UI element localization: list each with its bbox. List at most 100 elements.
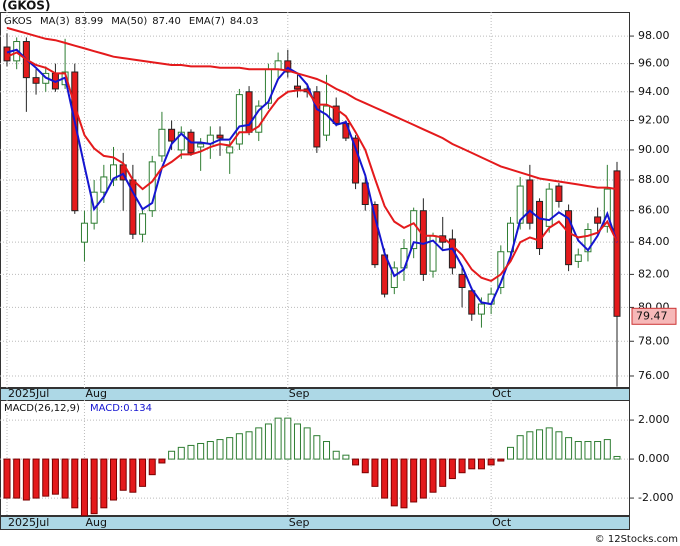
bar (381, 458, 389, 499)
bar (187, 444, 195, 460)
candle-body (148, 161, 156, 212)
bar (574, 441, 582, 460)
candle-body (158, 128, 166, 157)
candle-body (574, 254, 582, 262)
bar (545, 427, 553, 460)
line (6, 26, 618, 191)
price-tag-label: 79.47 (636, 309, 668, 322)
legend-ticker: GKOS (4, 16, 32, 27)
macd-panel-frame (0, 400, 630, 516)
footer: © 12Stocks.com (595, 534, 678, 545)
candle-body (555, 185, 563, 202)
candle-body (584, 228, 592, 253)
line (6, 51, 618, 283)
price-panel-frame (0, 12, 630, 388)
bar (13, 458, 21, 499)
candle-body (323, 105, 331, 136)
bar (584, 441, 592, 460)
bar (594, 441, 602, 460)
bar (439, 458, 447, 487)
bar (526, 431, 534, 460)
bar (555, 431, 563, 460)
bar (32, 458, 40, 499)
candle-body (565, 210, 573, 266)
candle-body (293, 85, 301, 90)
bar (603, 439, 611, 460)
bar (158, 458, 166, 464)
bar (177, 446, 185, 460)
candle-body (390, 267, 398, 288)
bar (226, 437, 234, 460)
legend-value: 84.03 (230, 16, 259, 27)
y-tick-label: 2.000 (638, 413, 670, 426)
candle-body (168, 128, 176, 142)
candle-body (468, 290, 476, 315)
x-tick-label: Sep (289, 516, 310, 529)
legend-name: EMA(7) (189, 16, 225, 27)
chart-title: (GKOS) (2, 0, 50, 13)
bar (448, 458, 456, 480)
legend-value: 87.40 (152, 16, 181, 27)
bar (477, 458, 485, 470)
candle-body (371, 204, 379, 266)
bar (303, 427, 311, 460)
y-tick-label: 92.00 (638, 114, 670, 127)
bar (168, 450, 176, 460)
bar (487, 458, 495, 466)
legend-name: MA(3) (40, 16, 70, 27)
bar (371, 458, 379, 487)
bar (274, 417, 282, 460)
bar (468, 458, 476, 470)
bar (51, 458, 59, 495)
candle-body (458, 273, 466, 288)
bar (284, 417, 292, 460)
candle-body (100, 176, 108, 193)
y-tick-label: 82.00 (638, 267, 670, 280)
x-tick-label: 2025Jul (8, 516, 49, 529)
bar (313, 435, 321, 460)
bar (516, 435, 524, 460)
candle-body (177, 131, 185, 151)
bar (323, 441, 331, 460)
y-tick-label: 0.000 (638, 452, 670, 465)
bar (110, 458, 118, 501)
bar (419, 458, 427, 499)
candle-body (352, 137, 360, 184)
x-tick-label: Sep (289, 387, 310, 400)
x-tick-label: Oct (492, 516, 512, 529)
bar (206, 441, 214, 460)
bar (90, 458, 98, 515)
bar (235, 433, 243, 460)
legend-value: MACD:0.134 (90, 403, 152, 414)
candle-body (410, 210, 418, 250)
bar (197, 442, 205, 460)
bar (139, 458, 147, 487)
candle-body (545, 188, 553, 227)
candle-body (477, 303, 485, 315)
x-tick-label: Oct (492, 387, 512, 400)
bar (410, 458, 418, 503)
bar (429, 458, 437, 493)
x-tick-label: Aug (85, 387, 106, 400)
candle-body (284, 60, 292, 73)
candle-body (255, 105, 263, 133)
bar (536, 429, 544, 460)
bar (613, 455, 621, 460)
candle-body (3, 46, 11, 62)
candle-body (332, 105, 340, 124)
y-tick-label: 76.00 (638, 369, 670, 382)
bar (293, 423, 301, 460)
y-tick-label: 78.00 (638, 334, 670, 347)
bar (61, 458, 69, 499)
bar (22, 458, 30, 501)
y-tick-label: 98.00 (638, 29, 670, 42)
bar (458, 458, 466, 474)
bar (506, 446, 514, 460)
y-tick-label: 84.00 (638, 235, 670, 248)
legend-value: 83.99 (75, 16, 104, 27)
bar (332, 450, 340, 460)
bar (264, 423, 272, 460)
y-tick-label: 90.00 (638, 143, 670, 156)
candle-body (71, 71, 79, 212)
